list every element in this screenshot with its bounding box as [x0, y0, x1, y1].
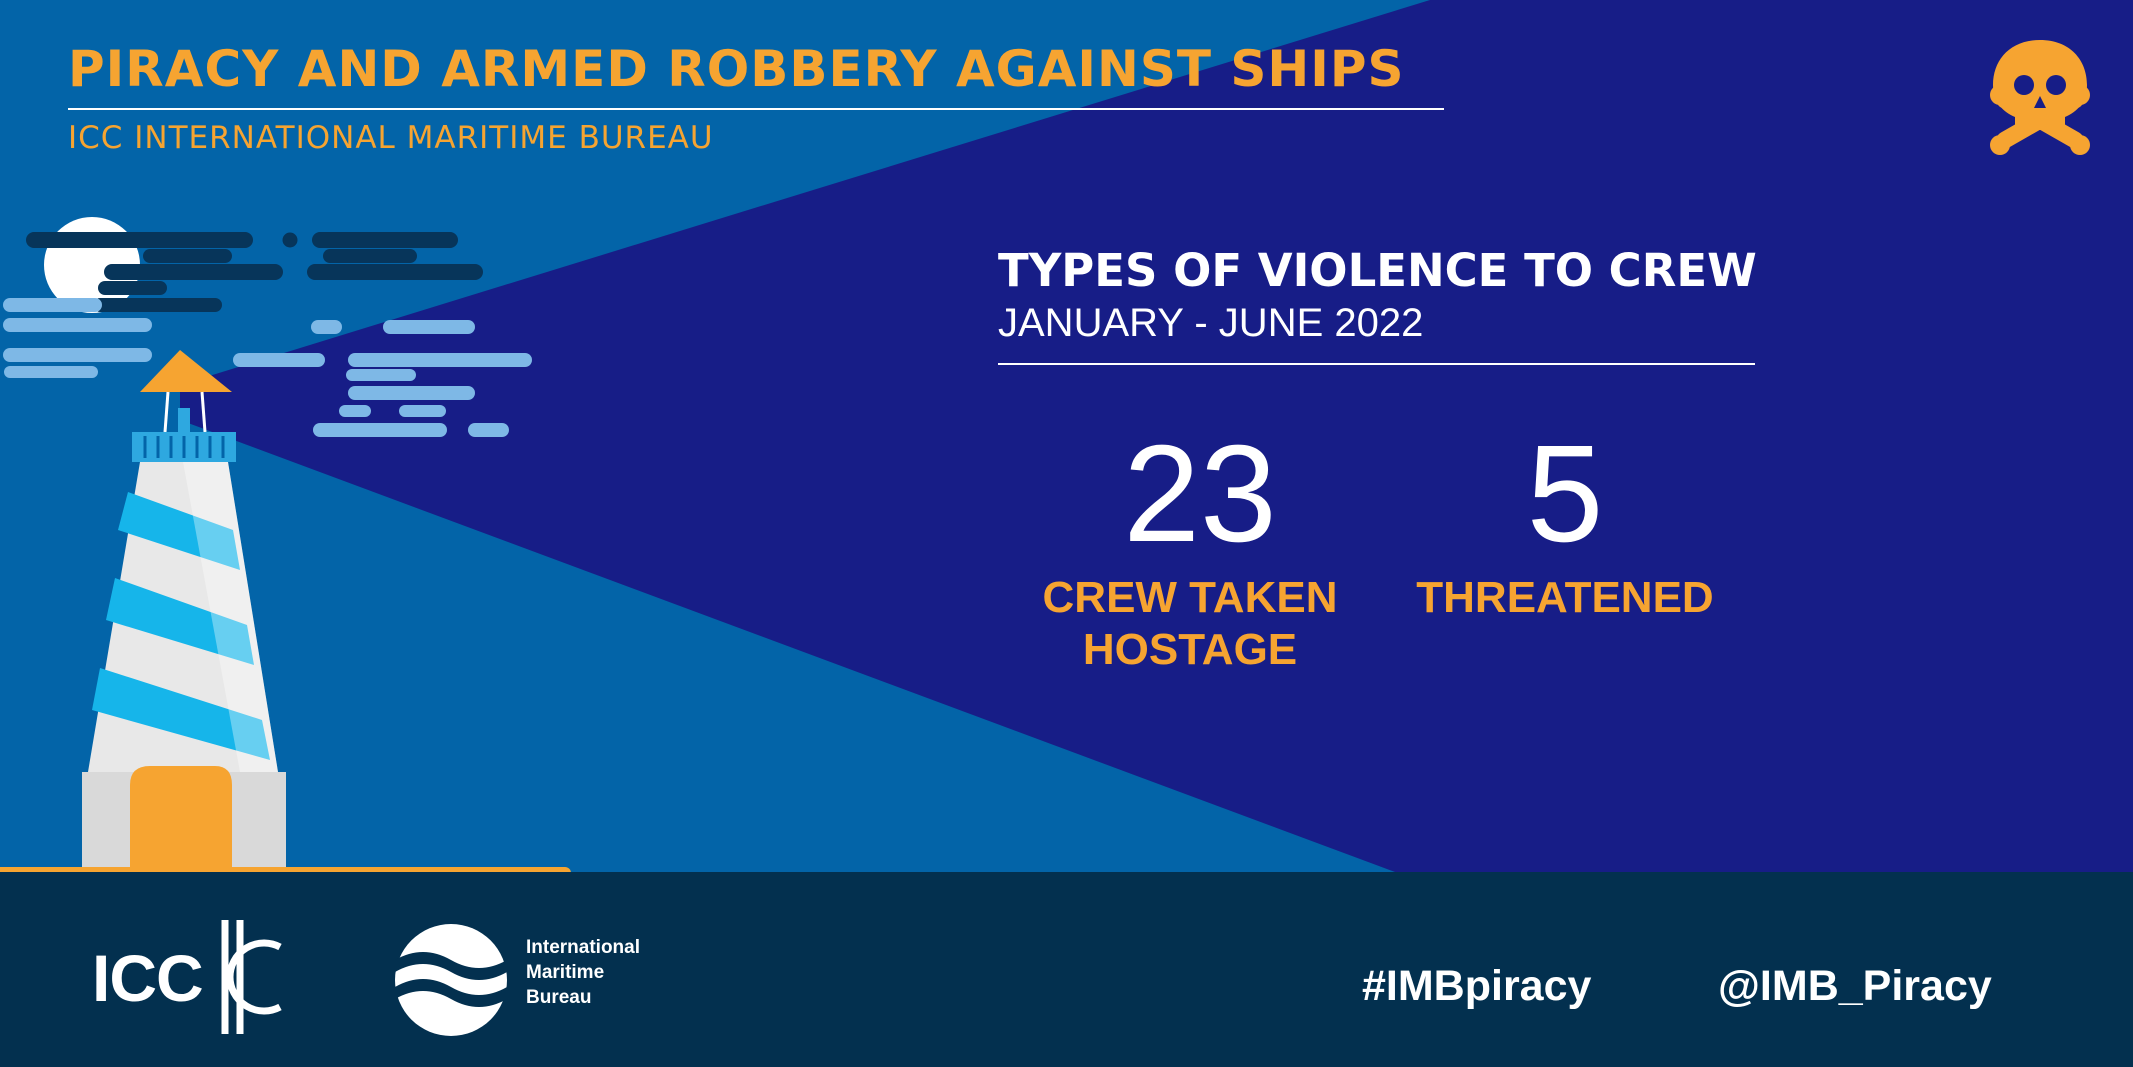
footer: [0, 872, 2133, 1067]
page-title: PIRACY AND ARMED ROBBERY AGAINST SHIPS: [68, 40, 1405, 98]
imb-logo-text: International Maritime Bureau: [526, 937, 641, 1008]
title-divider: [68, 108, 1444, 110]
light-beam: [180, 0, 2133, 872]
stat-threatened-label: THREATENED: [1416, 573, 1714, 622]
section-period: JANUARY - JUNE 2022: [998, 301, 1424, 345]
imb-logo-icon: [395, 924, 507, 1036]
icc-logo-mark: [221, 920, 282, 1034]
lighthouse: [82, 350, 286, 872]
stat-hostage-label: CREW TAKEN HOSTAGE: [1042, 573, 1338, 674]
light-clouds: [3, 298, 532, 437]
dark-clouds: [26, 232, 483, 312]
section-divider: [998, 363, 1755, 365]
stat-hostage-number: 23: [1123, 417, 1277, 571]
stat-threatened-number: 5: [1526, 417, 1604, 571]
icc-logo-text: ICC: [92, 941, 204, 1015]
skull-crossbones-icon: [1990, 40, 2090, 155]
page-subtitle: ICC INTERNATIONAL MARITIME BUREAU: [68, 120, 714, 156]
hashtag-link[interactable]: #IMBpiracy: [1362, 962, 1592, 1010]
section-title: TYPES OF VIOLENCE TO CREW: [998, 244, 1757, 297]
social-handle-link[interactable]: @IMB_Piracy: [1718, 962, 1992, 1010]
